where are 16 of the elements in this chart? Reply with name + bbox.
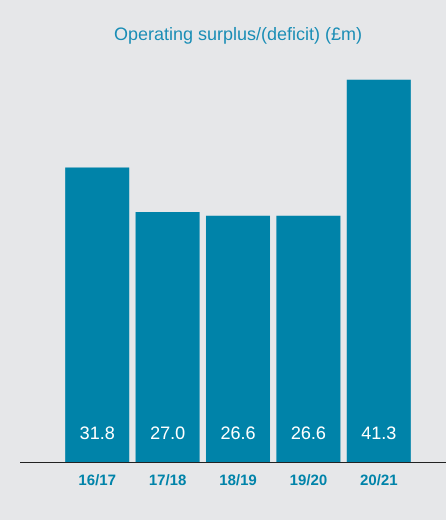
x-tick-label: 17/18 [148,472,186,490]
data-label: 27.0 [150,422,186,443]
x-tick-label: 19/20 [290,472,328,490]
bar [206,216,270,462]
bar [65,168,130,462]
x-tick-label: 16/17 [78,472,116,490]
chart-title: Operating surplus/(deficit) (£m) [114,24,362,44]
bar [346,80,411,462]
data-label: 31.8 [80,422,115,443]
x-tick-label: 18/19 [219,472,257,490]
x-tick-label: 20/21 [360,472,398,490]
data-label: 26.6 [220,422,256,443]
bar [136,212,200,462]
bar [276,216,340,462]
data-label: 26.6 [290,422,326,443]
data-label: 41.3 [361,422,396,443]
